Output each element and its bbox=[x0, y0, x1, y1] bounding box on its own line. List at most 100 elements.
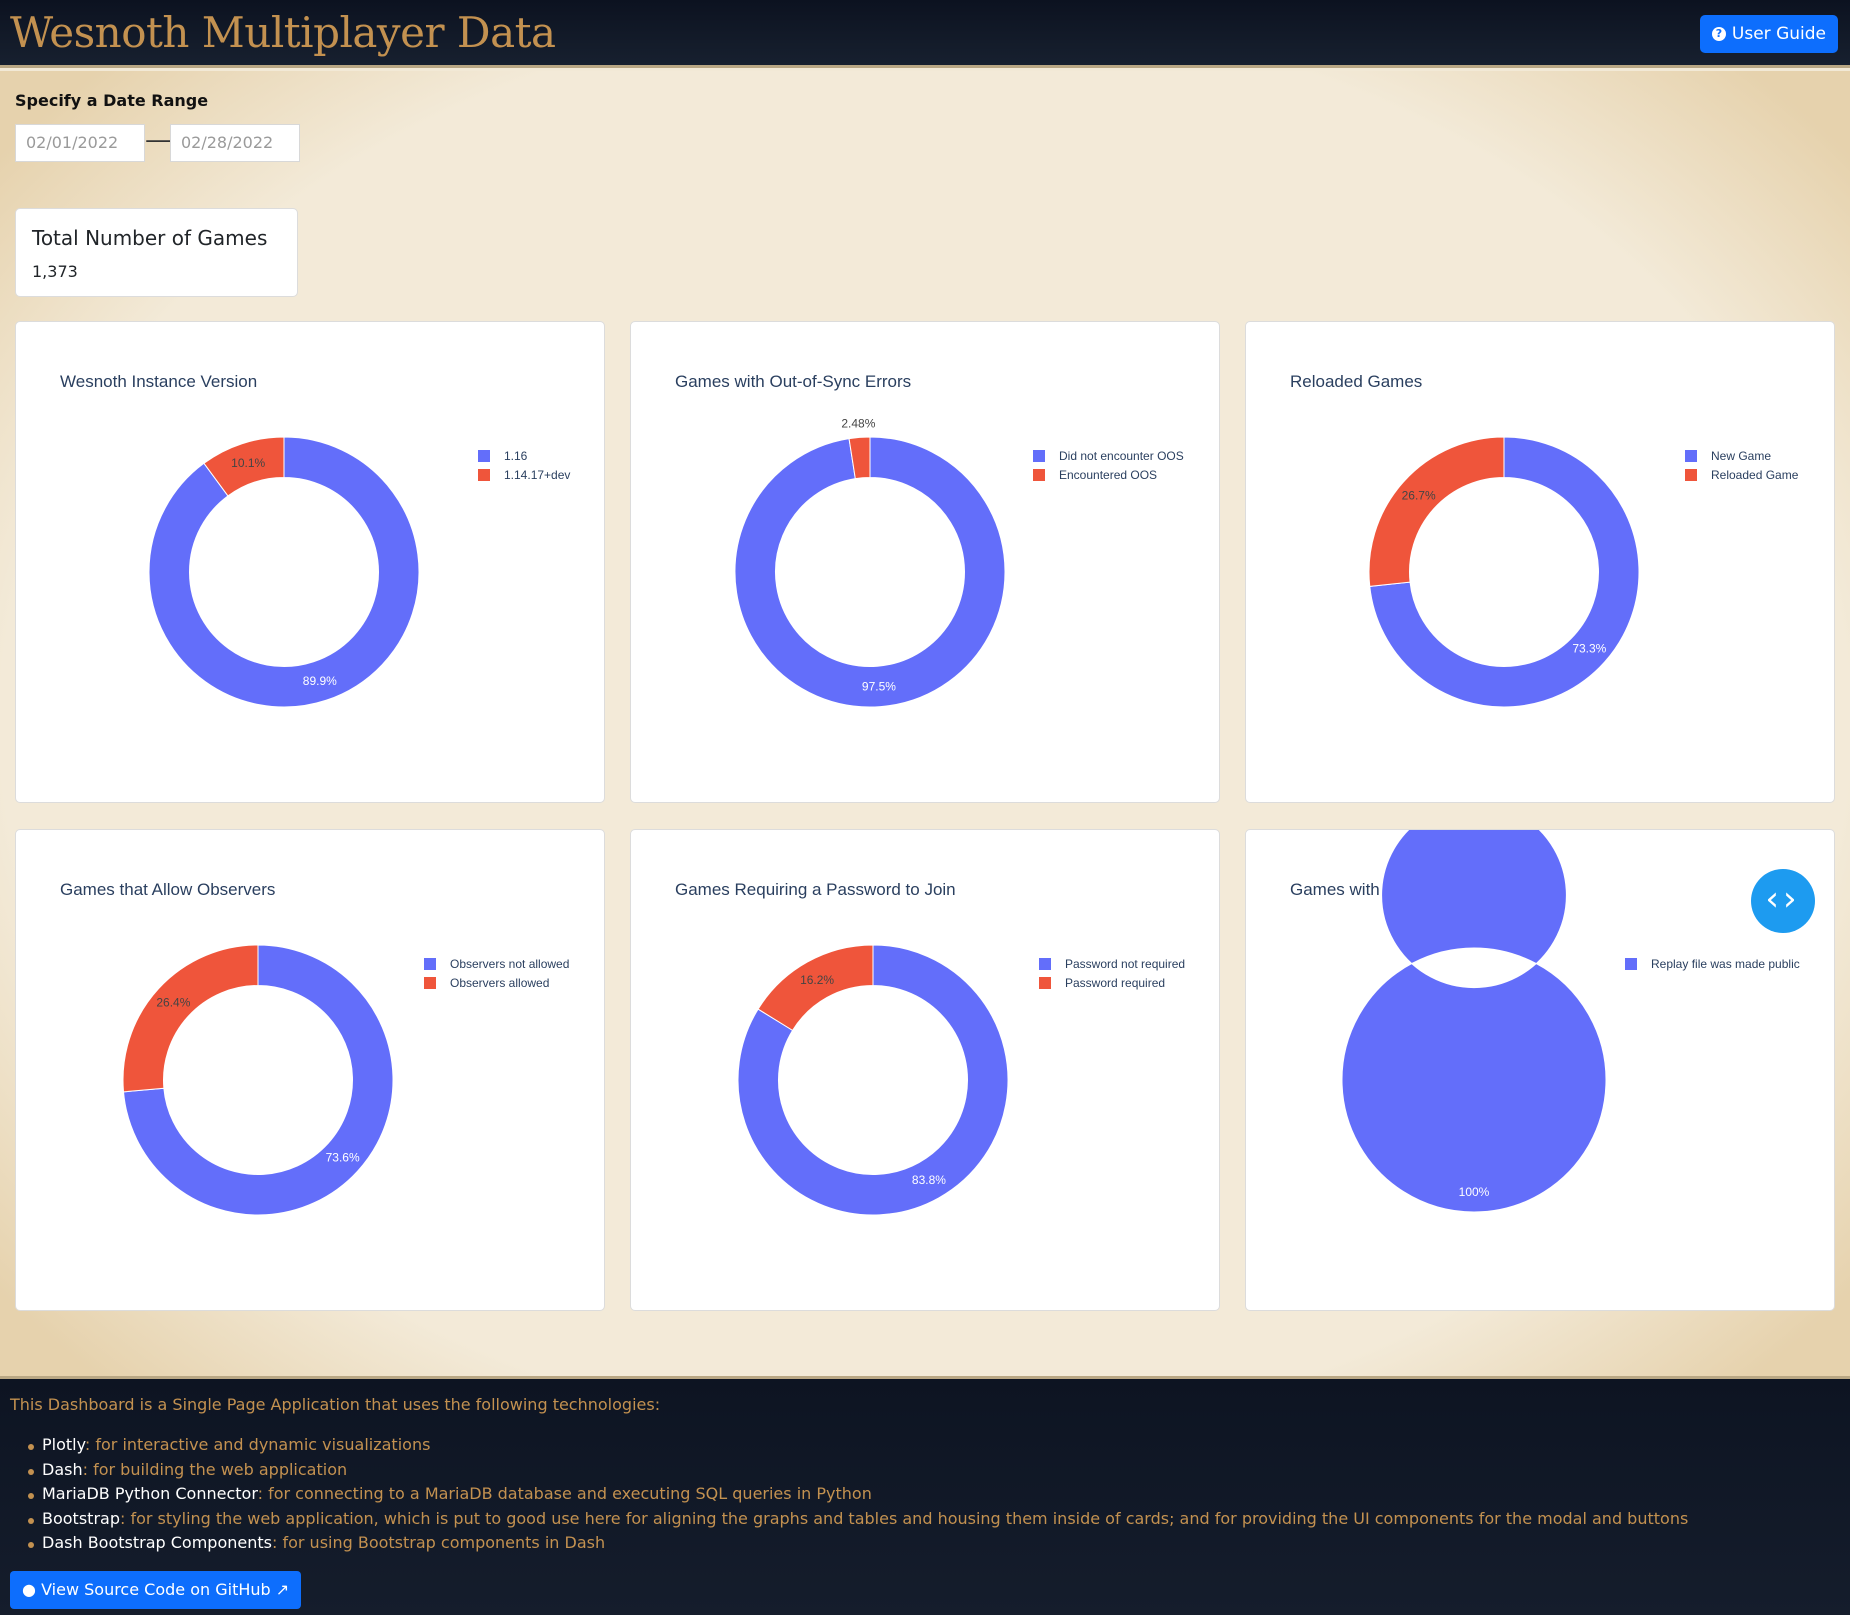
legend-label: Replay file was made public bbox=[1651, 956, 1800, 971]
external-link-icon: ↗ bbox=[275, 1580, 290, 1599]
donut-slice-red[interactable] bbox=[122, 944, 259, 1093]
chart-card-oos-errors: Games with Out-of-Sync Errors 97.5% 2.48%… bbox=[630, 321, 1220, 803]
slice-percent-label: 73.6% bbox=[326, 1150, 360, 1164]
app-title: Wesnoth Multiplayer Data bbox=[10, 8, 556, 57]
slice-percent-label: 89.9% bbox=[303, 674, 337, 688]
donut-slice-blue[interactable] bbox=[1341, 830, 1607, 1213]
donut-chart[interactable]: 97.5% 2.48% bbox=[631, 322, 1221, 804]
tech-name: Bootstrap bbox=[42, 1508, 120, 1528]
chart-legend[interactable]: Did not encounter OOS Encountered OOS bbox=[1033, 446, 1184, 484]
donut-slice-blue[interactable] bbox=[734, 436, 1006, 708]
chart-legend[interactable]: New Game Reloaded Game bbox=[1685, 446, 1798, 484]
donut-chart[interactable]: 89.9% 10.1% bbox=[16, 322, 606, 804]
donut-slice-blue[interactable] bbox=[122, 944, 394, 1216]
list-item: Dash: for building the web application bbox=[27, 1459, 1688, 1485]
list-item: Plotly: for interactive and dynamic visu… bbox=[27, 1435, 1688, 1460]
list-item: Bootstrap: for styling the web applicati… bbox=[27, 1508, 1689, 1534]
donut-slice-red[interactable] bbox=[757, 944, 874, 1032]
legend-swatch bbox=[1685, 468, 1697, 481]
donut-chart[interactable]: 100% bbox=[1246, 830, 1836, 1312]
chart-legend[interactable]: Password not required Password required bbox=[1039, 954, 1185, 992]
tech-description: : for interactive and dynamic visualizat… bbox=[84, 1435, 431, 1454]
tech-description: : for connecting to a MariaDB database a… bbox=[257, 1484, 872, 1503]
code-brackets-icon[interactable]: ‹› bbox=[1751, 869, 1815, 933]
slice-percent-label: 73.3% bbox=[1572, 642, 1606, 656]
legend-label: Observers allowed bbox=[450, 975, 550, 990]
date-range-label: Specify a Date Range bbox=[15, 91, 209, 110]
legend-swatch bbox=[1033, 468, 1045, 481]
tech-description: : for using Bootstrap components in Dash bbox=[271, 1533, 606, 1552]
legend-item[interactable]: Observers not allowed bbox=[424, 954, 569, 973]
donut-slice-red[interactable] bbox=[1368, 436, 1505, 587]
footer-intro: This Dashboard is a Single Page Applicat… bbox=[10, 1395, 661, 1414]
slice-percent-label: 83.8% bbox=[912, 1173, 946, 1187]
donut-chart[interactable]: 73.6% 26.4% bbox=[16, 830, 606, 1312]
donut-slice-blue[interactable] bbox=[737, 944, 1009, 1216]
chart-card-instance-version: Wesnoth Instance Version 89.9% 10.1% 1.16… bbox=[15, 321, 605, 803]
legend-item[interactable]: Encountered OOS bbox=[1033, 465, 1184, 484]
legend-label: 1.16 bbox=[504, 448, 528, 463]
legend-swatch bbox=[478, 468, 490, 481]
legend-swatch bbox=[1039, 976, 1051, 989]
donut-chart[interactable]: 83.8% 16.2% bbox=[631, 830, 1221, 1312]
footer: This Dashboard is a Single Page Applicat… bbox=[0, 1376, 1850, 1615]
donut-chart[interactable]: 73.3% 26.7% bbox=[1246, 322, 1836, 804]
slice-percent-label: 26.7% bbox=[1402, 488, 1436, 502]
legend-swatch bbox=[1685, 449, 1697, 462]
chart-legend[interactable]: 1.16 1.14.17+dev bbox=[478, 446, 570, 484]
slice-percent-label: 100% bbox=[1459, 1185, 1490, 1199]
chart-title: Games Requiring a Password to Join bbox=[675, 880, 956, 899]
legend-label: Password required bbox=[1065, 975, 1166, 990]
legend-swatch bbox=[424, 976, 436, 989]
chart-card-public-replay: Games with a Public Replay File 100% Rep… bbox=[1245, 829, 1835, 1311]
legend-label: Did not encounter OOS bbox=[1059, 448, 1184, 463]
legend-item[interactable]: 1.14.17+dev bbox=[478, 465, 570, 484]
donut-slice-blue[interactable] bbox=[1369, 436, 1640, 708]
tech-description: : for building the web application bbox=[82, 1459, 348, 1479]
dashboard-main: Specify a Date Range 02/01/2022 ⟶ 02/28/… bbox=[0, 71, 1850, 1376]
user-guide-button[interactable]: ? User Guide bbox=[1699, 15, 1838, 53]
donut-slice-red[interactable] bbox=[203, 436, 285, 497]
view-source-github-button[interactable]: ● View Source Code on GitHub ↗ bbox=[10, 1571, 302, 1609]
legend-swatch bbox=[1033, 449, 1045, 462]
legend-label: 1.14.17+dev bbox=[504, 467, 571, 482]
legend-item[interactable]: Password required bbox=[1039, 973, 1185, 992]
legend-swatch bbox=[424, 957, 436, 970]
legend-swatch bbox=[1039, 957, 1051, 970]
end-date-input[interactable]: 02/28/2022 bbox=[170, 124, 300, 162]
top-navbar: Wesnoth Multiplayer Data ? User Guide bbox=[0, 0, 1850, 68]
chart-title: Reloaded Games bbox=[1290, 372, 1423, 391]
legend-item[interactable]: Observers allowed bbox=[424, 973, 569, 992]
legend-item[interactable]: Replay file was made public bbox=[1625, 954, 1800, 973]
legend-label: Observers not allowed bbox=[450, 956, 570, 971]
legend-item[interactable]: Did not encounter OOS bbox=[1033, 446, 1184, 465]
chart-title: Games with Out-of-Sync Errors bbox=[675, 372, 912, 391]
total-games-value: 1,373 bbox=[32, 262, 78, 281]
legend-swatch bbox=[1625, 957, 1637, 970]
total-games-title: Total Number of Games bbox=[32, 226, 268, 250]
donut-slice-blue[interactable] bbox=[148, 436, 420, 708]
chart-card-reloaded-games: Reloaded Games 73.3% 26.7% New Game Reloa… bbox=[1245, 321, 1835, 803]
donut-slice-red[interactable] bbox=[848, 436, 871, 480]
legend-item[interactable]: 1.16 bbox=[478, 446, 570, 465]
technology-list: Plotly: for interactive and dynamic visu… bbox=[27, 1435, 1689, 1558]
user-guide-label: User Guide bbox=[1731, 24, 1826, 44]
legend-item[interactable]: Reloaded Game bbox=[1685, 465, 1798, 484]
legend-label: Password not required bbox=[1065, 956, 1186, 971]
list-item: MariaDB Python Connector: for connecting… bbox=[27, 1484, 1688, 1509]
slice-percent-label: 97.5% bbox=[862, 679, 896, 693]
legend-label: New Game bbox=[1711, 448, 1772, 463]
chart-legend[interactable]: Replay file was made public bbox=[1625, 954, 1800, 973]
legend-item[interactable]: New Game bbox=[1685, 446, 1798, 465]
slice-percent-label: 10.1% bbox=[231, 456, 265, 470]
legend-swatch bbox=[478, 449, 490, 462]
tech-description: : for styling the web application, which… bbox=[119, 1508, 1689, 1528]
legend-item[interactable]: Password not required bbox=[1039, 954, 1185, 973]
github-icon: ● bbox=[22, 1580, 36, 1599]
slice-percent-label: 2.48% bbox=[841, 416, 875, 430]
slice-percent-label: 26.4% bbox=[156, 996, 190, 1010]
start-date-input[interactable]: 02/01/2022 bbox=[15, 124, 145, 162]
tech-name: MariaDB Python Connector bbox=[42, 1484, 258, 1503]
chart-legend[interactable]: Observers not allowed Observers allowed bbox=[424, 954, 569, 992]
tech-name: Plotly bbox=[42, 1435, 85, 1454]
